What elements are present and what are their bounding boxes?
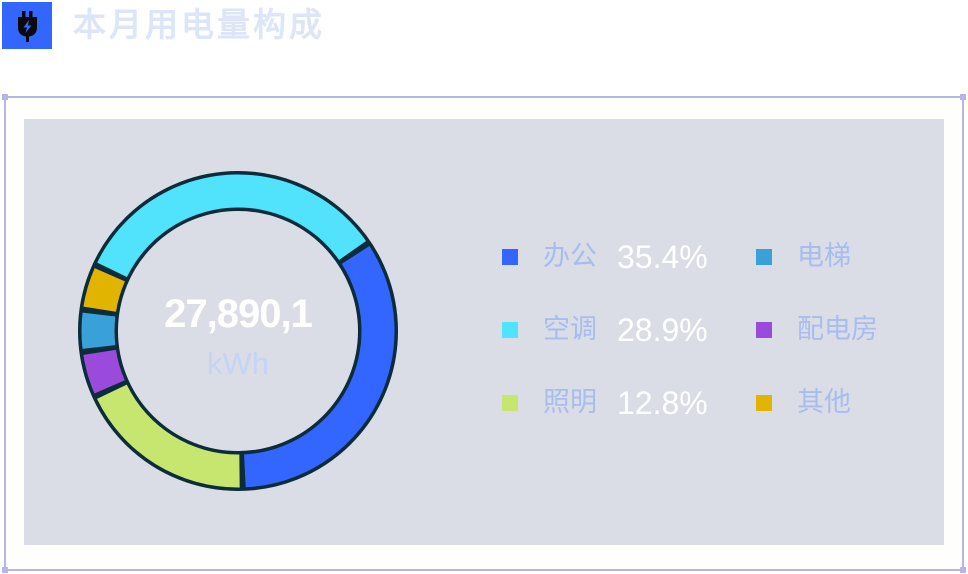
legend-swatch <box>756 394 772 411</box>
legend-swatch <box>502 394 518 411</box>
donut-segment-6 <box>83 268 125 312</box>
plug-prong <box>22 11 26 18</box>
legend-swatch <box>502 321 518 338</box>
chart-legend: 办公 35.4% 电梯 空调 28.9% 配电房 照明 12.8% <box>502 220 956 439</box>
total-consumption-value: 27,890,1 <box>164 292 313 336</box>
legend-swatch <box>756 321 772 338</box>
legend-percent: 28.9% <box>617 311 708 348</box>
donut-segment-3 <box>97 174 367 278</box>
legend-label: 配电房 <box>797 313 878 345</box>
donut-segment-1 <box>244 245 395 488</box>
widget-title: 本月用电量构成 <box>73 5 325 44</box>
legend-item: 配电房 <box>756 293 956 366</box>
lightning-bolt-icon <box>23 20 32 33</box>
panel-corner-marker <box>960 567 966 573</box>
plug-icon-graphic <box>18 11 37 42</box>
panel-corner-marker <box>2 94 8 100</box>
legend-label: 办公 <box>543 240 597 272</box>
panel-corner-marker <box>2 567 8 573</box>
legend-item: 照明 12.8% <box>502 366 756 439</box>
donut-segment-4 <box>83 349 125 394</box>
legend-item: 办公 35.4% <box>502 220 756 293</box>
donut-segment-2 <box>81 312 116 349</box>
panel-corner-marker <box>960 94 966 100</box>
legend-label: 其他 <box>797 386 851 418</box>
legend-item: 空调 28.9% <box>502 293 756 366</box>
legend-label: 照明 <box>543 386 597 418</box>
legend-item: 其他 <box>756 366 956 439</box>
legend-swatch <box>756 248 772 265</box>
legend-label: 空调 <box>543 313 597 345</box>
legend-percent: 12.8% <box>617 384 708 421</box>
total-consumption-unit: kWh <box>207 346 269 381</box>
chart-area: 27,890,1 kWh 办公 35.4% 电梯 空调 28.9% 配电房 <box>24 119 944 545</box>
legend-percent: 35.4% <box>617 238 708 275</box>
legend-item: 电梯 <box>756 220 956 293</box>
legend-label: 电梯 <box>797 240 851 272</box>
donut-segment-5 <box>97 384 240 488</box>
plug-prong <box>29 11 33 18</box>
chart-panel: 27,890,1 kWh 办公 35.4% 电梯 空调 28.9% 配电房 <box>2 94 966 573</box>
legend-swatch <box>502 248 518 265</box>
donut-chart <box>78 171 398 491</box>
plug-icon <box>2 2 52 49</box>
